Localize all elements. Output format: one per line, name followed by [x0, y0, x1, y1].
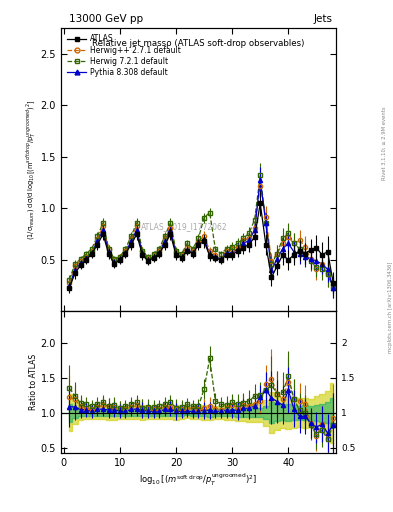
Legend: ATLAS, Herwig++ 2.7.1 default, Herwig 7.2.1 default, Pythia 8.308 default: ATLAS, Herwig++ 2.7.1 default, Herwig 7.… — [65, 32, 183, 79]
X-axis label: $\log_{10}[(m^{\mathrm{soft\ drop}}/p_T^{\mathrm{ungroomed}})^2]$: $\log_{10}[(m^{\mathrm{soft\ drop}}/p_T^… — [140, 472, 257, 488]
Text: Relative jet massρ (ATLAS soft-drop observables): Relative jet massρ (ATLAS soft-drop obse… — [92, 39, 305, 49]
Text: mcplots.cern.ch [arXiv:1306.3436]: mcplots.cern.ch [arXiv:1306.3436] — [388, 262, 393, 353]
Text: Jets: Jets — [313, 14, 332, 24]
Text: 13000 GeV pp: 13000 GeV pp — [69, 14, 143, 24]
Text: ATLAS_2019_I1772062: ATLAS_2019_I1772062 — [141, 222, 228, 231]
Y-axis label: (1/σ$_{resum}$) dσ/d log$_{10}$[(m$^{soft drop}$/p$_T^{ungroomed}$)$^2$]: (1/σ$_{resum}$) dσ/d log$_{10}$[(m$^{sof… — [25, 99, 38, 240]
Text: Rivet 3.1.10; ≥ 2.9M events: Rivet 3.1.10; ≥ 2.9M events — [382, 106, 387, 180]
Y-axis label: Ratio to ATLAS: Ratio to ATLAS — [29, 354, 38, 410]
